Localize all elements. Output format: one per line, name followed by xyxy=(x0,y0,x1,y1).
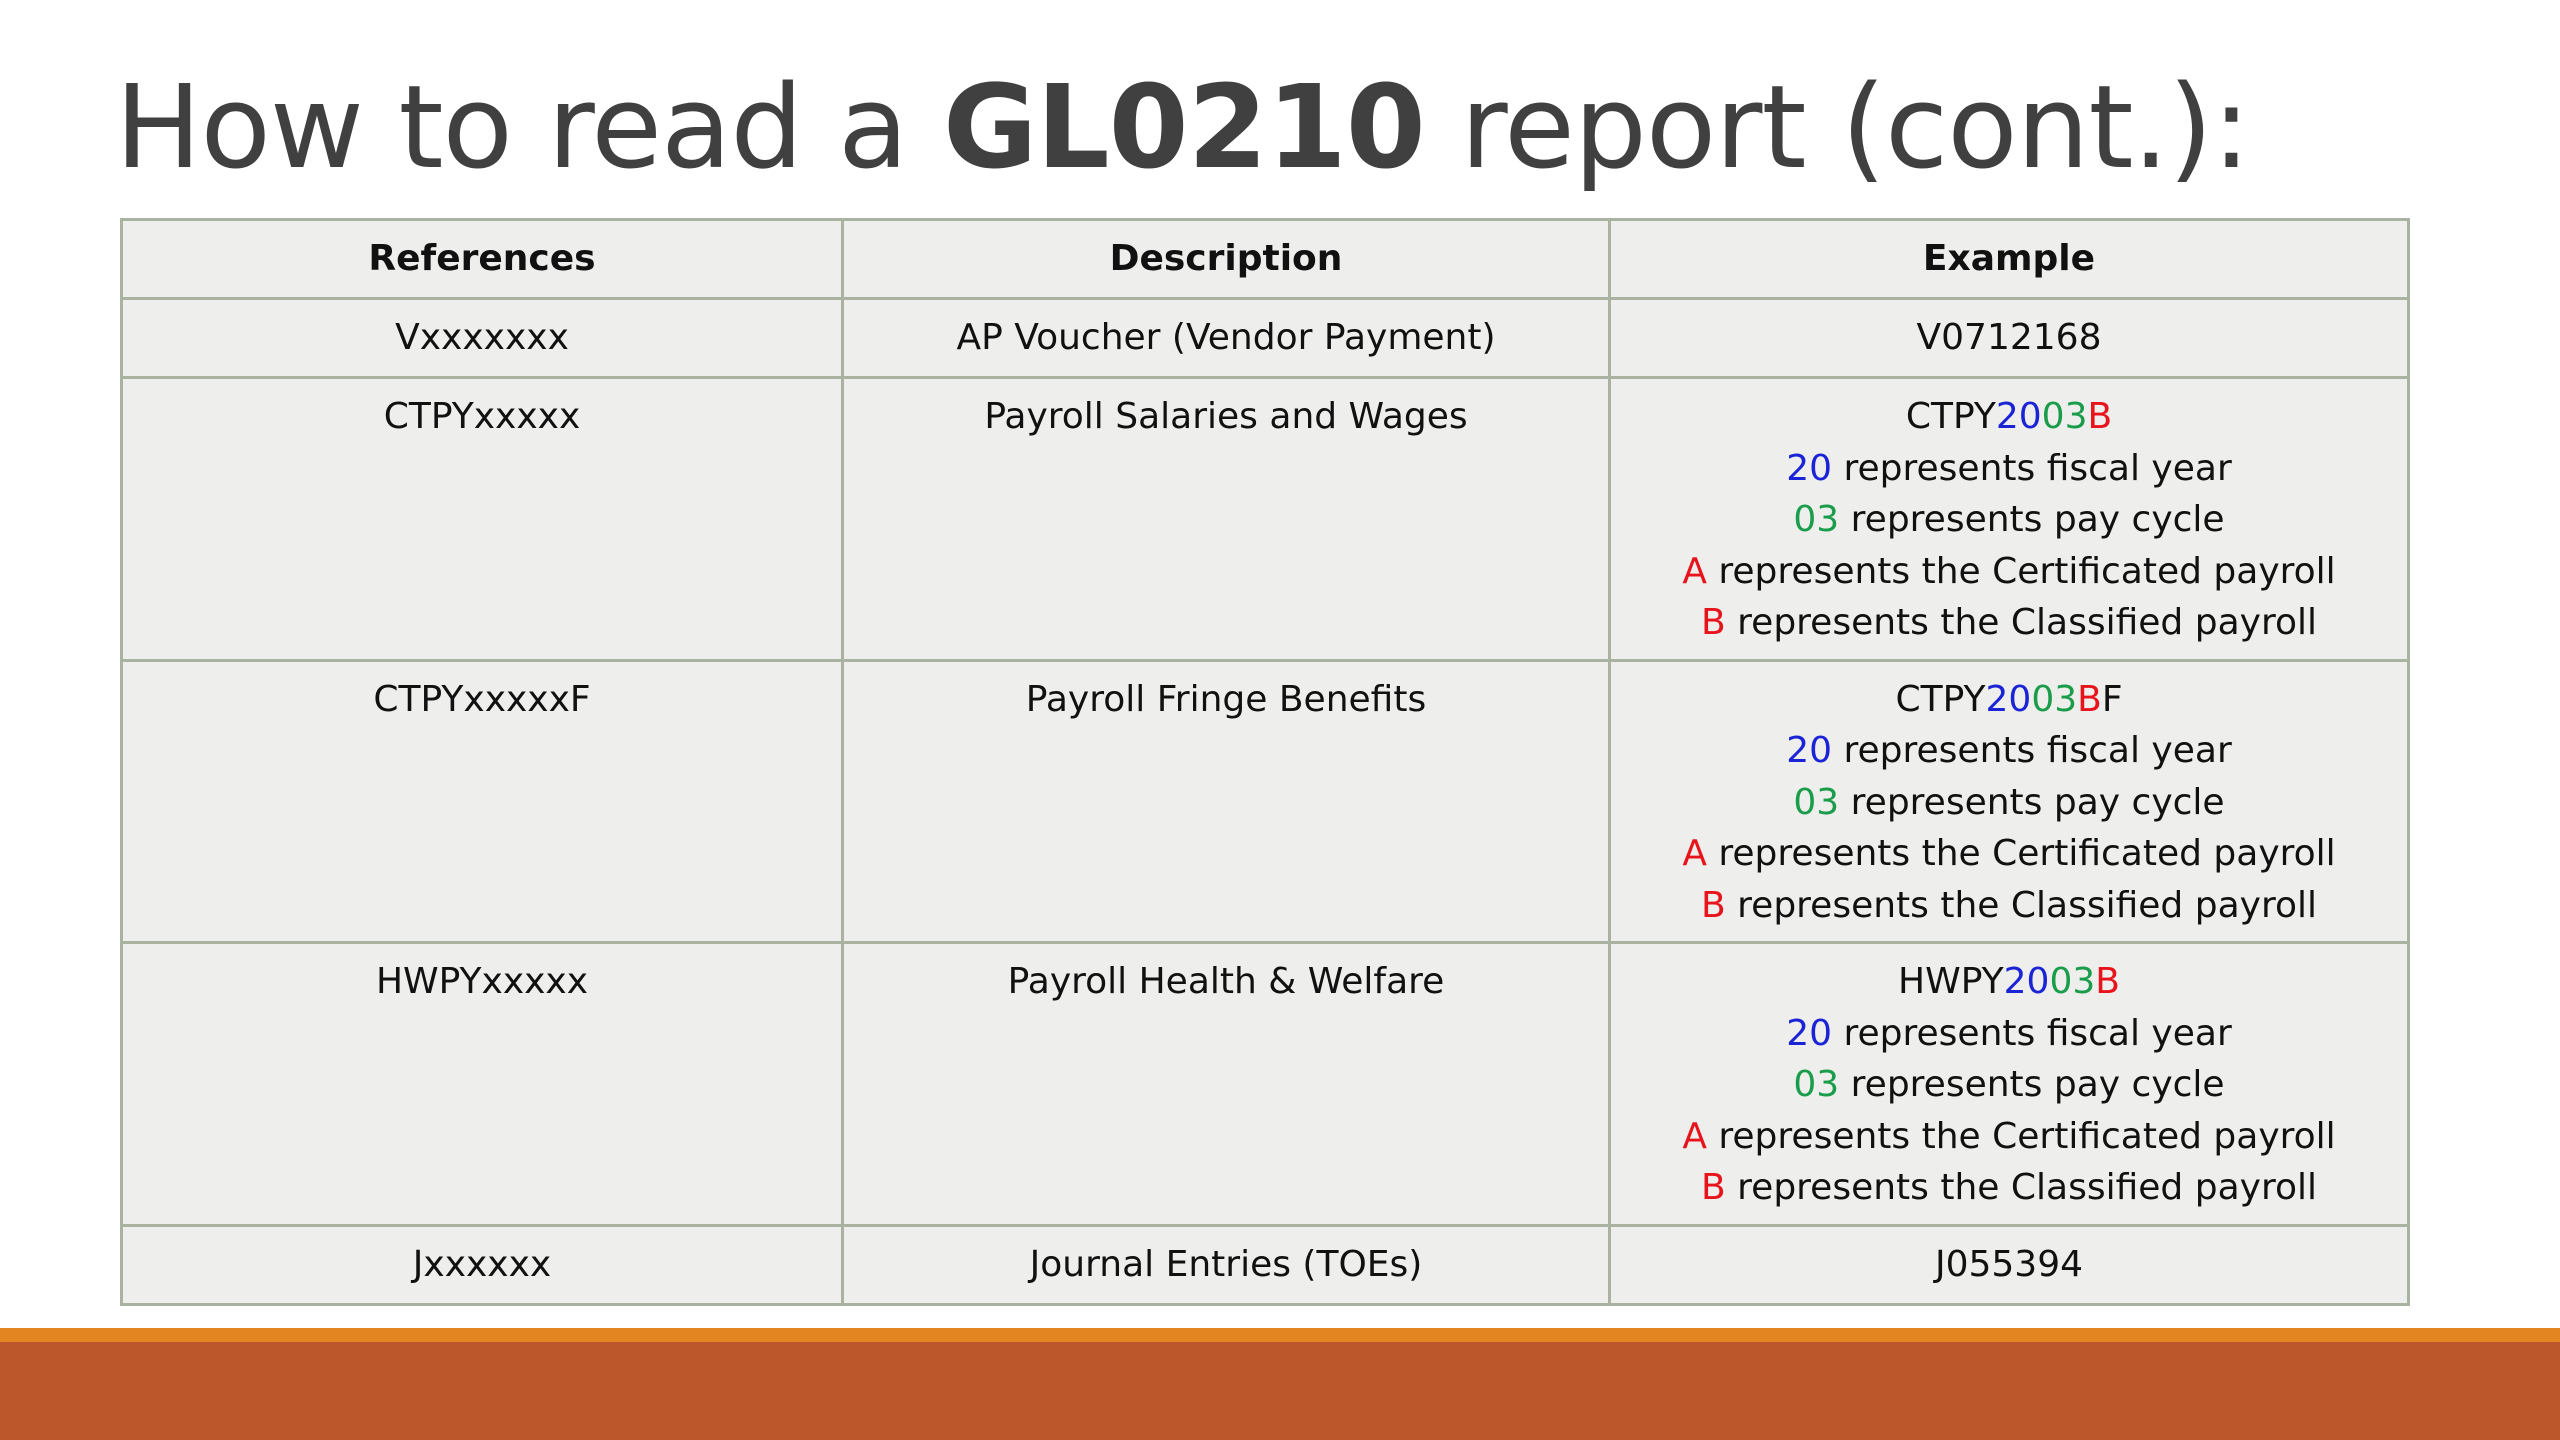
example-cell: J055394 xyxy=(1608,1223,2410,1306)
example-cell: CTPY2003B 20 represents fiscal year 03 r… xyxy=(1608,376,2410,662)
example-note: 20 represents fiscal year xyxy=(1786,1012,2232,1054)
example-code: CTPY2003B xyxy=(1905,396,2113,437)
description-cell: Payroll Health & Welfare xyxy=(841,941,1611,1227)
example-note: A represents the Certificated payroll xyxy=(1682,550,2336,592)
example-note: B represents the Classified payroll xyxy=(1701,884,2317,926)
example-cell: CTPY2003BF 20 represents fiscal year 03 … xyxy=(1608,658,2410,944)
example-note: 20 represents fiscal year xyxy=(1786,447,2232,489)
example-cell: HWPY2003B 20 represents fiscal year 03 r… xyxy=(1608,941,2410,1227)
header-references: References xyxy=(120,218,844,300)
reference-cell: Jxxxxxx xyxy=(120,1223,844,1306)
example-note: 03 represents pay cycle xyxy=(1793,499,2225,540)
description-cell: Journal Entries (TOEs) xyxy=(841,1223,1611,1306)
title-report-code: GL0210 xyxy=(943,61,1426,195)
reference-cell: HWPYxxxxx xyxy=(120,941,844,1227)
table-row: Jxxxxxx Journal Entries (TOEs) J055394 xyxy=(120,1223,2410,1306)
references-table: References Description Example Vxxxxxxx … xyxy=(120,218,2410,1306)
reference-cell: Vxxxxxxx xyxy=(120,297,844,379)
description-cell: Payroll Fringe Benefits xyxy=(841,658,1611,944)
example-note: A represents the Certificated payroll xyxy=(1682,833,2336,874)
table-row: CTPYxxxxxF Payroll Fringe Benefits CTPY2… xyxy=(120,658,2410,944)
example-note: 03 represents pay cycle xyxy=(1793,1064,2225,1105)
reference-cell: CTPYxxxxxF xyxy=(120,658,844,944)
example-note: B represents the Classified payroll xyxy=(1701,602,2317,643)
header-example: Example xyxy=(1608,218,2410,300)
header-description: Description xyxy=(841,218,1611,300)
footer-accent-stripe xyxy=(0,1328,2560,1342)
table-row: Vxxxxxxx AP Voucher (Vendor Payment) V07… xyxy=(120,297,2410,379)
reference-cell: CTPYxxxxx xyxy=(120,376,844,662)
example-code: HWPY2003B xyxy=(1898,961,2120,1002)
description-cell: Payroll Salaries and Wages xyxy=(841,376,1611,662)
title-prefix: How to read a xyxy=(115,61,944,195)
example-note: 03 represents pay cycle xyxy=(1793,781,2225,823)
table-header-row: References Description Example xyxy=(120,218,2410,300)
table-row: CTPYxxxxx Payroll Salaries and Wages CTP… xyxy=(120,376,2410,662)
title-suffix: report (cont.): xyxy=(1424,61,2250,195)
page-title: How to read a GL0210 report (cont.): xyxy=(115,58,2251,198)
example-note: 20 represents fiscal year xyxy=(1786,730,2232,771)
description-cell: AP Voucher (Vendor Payment) xyxy=(841,297,1611,379)
example-note: B represents the Classified payroll xyxy=(1701,1167,2317,1208)
footer-band xyxy=(0,1342,2560,1440)
example-note: A represents the Certificated payroll xyxy=(1682,1115,2336,1157)
table-row: HWPYxxxxx Payroll Health & Welfare HWPY2… xyxy=(120,941,2410,1227)
example-code: CTPY2003BF xyxy=(1895,678,2123,720)
example-cell: V0712168 xyxy=(1608,297,2410,379)
